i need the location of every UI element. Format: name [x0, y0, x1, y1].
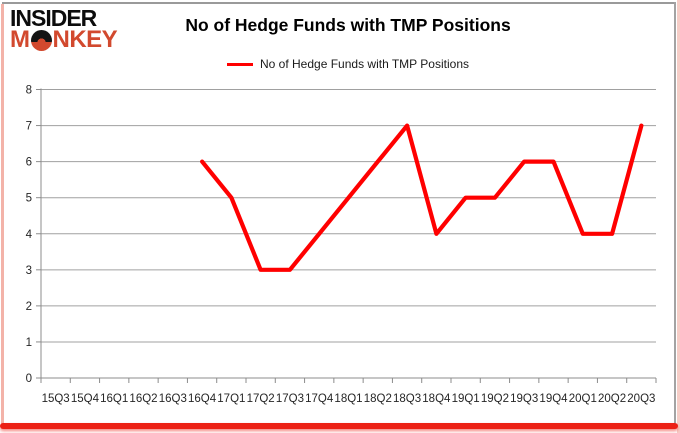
x-tick-label: 20Q3: [627, 393, 655, 405]
x-tick-label: 20Q1: [569, 393, 597, 405]
y-tick-label: 2: [26, 301, 32, 313]
x-tick-label: 15Q4: [71, 393, 100, 405]
x-tick-label: 18Q1: [334, 393, 362, 405]
x-tick-label: 16Q3: [159, 393, 187, 405]
x-tick-label: 18Q4: [422, 393, 451, 405]
frame-shadow-right: [677, 0, 680, 433]
x-tick-label: 19Q3: [510, 393, 538, 405]
y-tick-label: 5: [26, 193, 32, 205]
logo-monkey-m: M: [10, 26, 30, 54]
frame-border-right: [674, 2, 676, 423]
y-tick-label: 6: [26, 157, 32, 169]
logo-monkey-text: M NKEY: [10, 26, 118, 54]
x-tick-label: 18Q3: [393, 393, 421, 405]
x-tick-label: 17Q4: [305, 393, 334, 405]
logo-monkey-rest: NKEY: [52, 26, 118, 54]
legend-label: No of Hedge Funds with TMP Positions: [260, 57, 469, 71]
chart-title: No of Hedge Funds with TMP Positions: [185, 15, 511, 35]
x-tick-label: 15Q3: [42, 393, 70, 405]
y-tick-label: 7: [26, 121, 32, 133]
y-tick-label: 4: [26, 229, 33, 241]
y-tick-label: 8: [26, 85, 32, 97]
x-tick-label: 16Q2: [129, 393, 157, 405]
y-tick-label: 3: [26, 265, 32, 277]
x-tick-label: 19Q2: [481, 393, 509, 405]
x-tick-label: 17Q1: [217, 393, 245, 405]
y-tick-label: 1: [26, 337, 32, 349]
frame-border-left: [1, 4, 4, 425]
frame-shadow-bottom: [0, 423, 678, 429]
data-line: [200, 123, 644, 272]
chart-legend: No of Hedge Funds with TMP Positions: [40, 57, 656, 71]
legend-line-swatch: [227, 62, 253, 66]
x-tick-label: 20Q2: [598, 393, 626, 405]
x-tick-label: 17Q2: [247, 393, 275, 405]
x-tick-label: 19Q1: [452, 393, 480, 405]
frame-border-top: [2, 2, 676, 4]
x-tick-label: 16Q1: [100, 393, 128, 405]
monkey-face-icon: [30, 29, 52, 51]
x-tick-label: 17Q3: [276, 393, 304, 405]
logo-insider-text: INSIDER: [10, 5, 97, 31]
y-tick-label: 0: [26, 373, 32, 385]
x-tick-label: 16Q4: [188, 393, 217, 405]
x-tick-label: 19Q4: [539, 393, 568, 405]
insider-monkey-logo: INSIDER M NKEY: [10, 5, 118, 54]
x-tick-label: 18Q2: [364, 393, 392, 405]
